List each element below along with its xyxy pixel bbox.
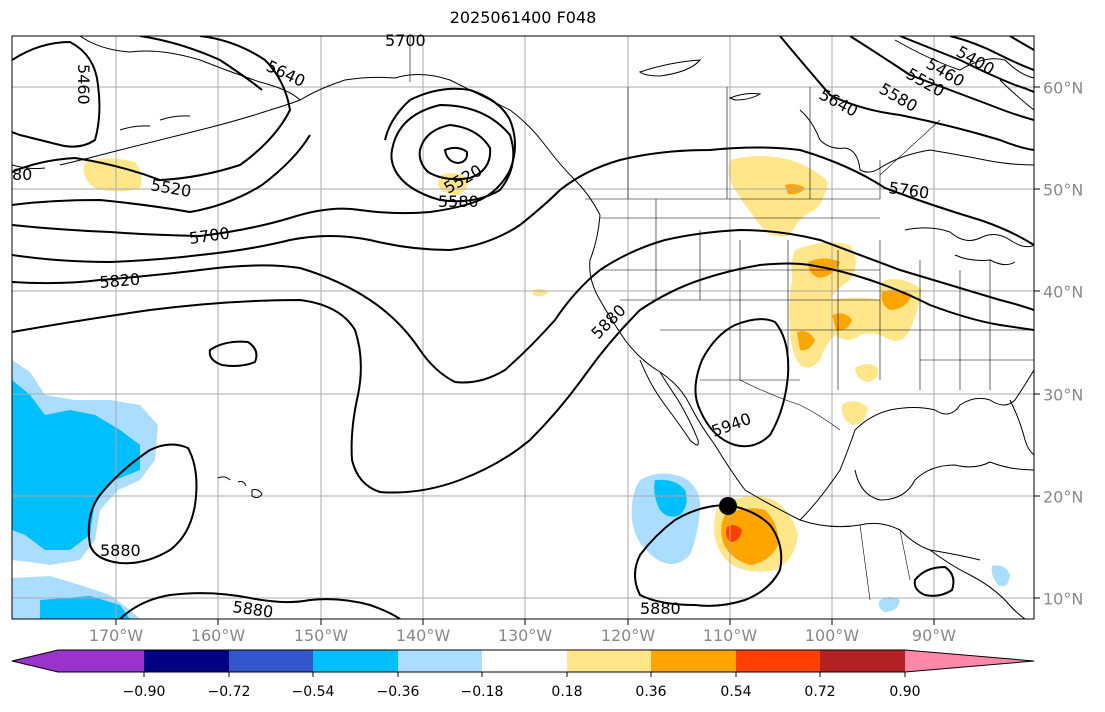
- longitude-label: 90°W: [911, 626, 957, 645]
- colorbar-tick-label: 0.54: [720, 684, 752, 700]
- coastlines: [12, 36, 1034, 619]
- longitude-label: 110°W: [702, 626, 758, 645]
- colorbar-tick-label: 0.72: [804, 684, 836, 700]
- colorbar-extend-high: [905, 650, 1034, 672]
- contour-label: 5820: [99, 270, 141, 292]
- positive-core-pacific-mexico: [721, 508, 779, 565]
- colorbar-segment: [144, 650, 229, 672]
- contour-label: 80: [12, 165, 32, 184]
- longitude-label: 160°W: [190, 626, 246, 645]
- contour-label: 5700: [385, 31, 426, 50]
- positive-area-alaska: [83, 158, 142, 192]
- contour-label: 5880: [100, 541, 141, 560]
- latitude-label: 40°N: [1043, 282, 1084, 302]
- contour-label: 5640: [263, 56, 308, 90]
- longitude-label: 100°W: [804, 626, 860, 645]
- colorbar: [11, 649, 1035, 677]
- colorbar-segment: [482, 650, 567, 672]
- negative-area-centralamerica: [991, 565, 1010, 587]
- colorbar-tick-label: −0.54: [291, 684, 335, 700]
- latitude-label: 60°N: [1043, 78, 1084, 98]
- contour-label: 5700: [188, 223, 231, 247]
- latitude-label: 10°N: [1043, 589, 1084, 609]
- colorbar-tick-label: 0.36: [635, 684, 667, 700]
- storm-marker: [719, 497, 737, 515]
- longitude-label: 120°W: [600, 626, 656, 645]
- positive-area-canada: [728, 156, 828, 237]
- contour-label: 5520: [149, 175, 192, 201]
- contour-label: 5640: [816, 85, 861, 121]
- colorbar-tick-label: −0.72: [207, 684, 251, 700]
- tick-marks: [115, 86, 1040, 625]
- contour-label: 5760: [887, 178, 930, 202]
- colorbar-tick-label: 0.90: [889, 684, 921, 700]
- contour-label: 5940: [709, 409, 754, 441]
- colorbar-segment: [567, 650, 651, 672]
- latitude-label: 30°N: [1043, 385, 1084, 405]
- positive-core-plains-3: [797, 331, 815, 351]
- latitude-label: 20°N: [1043, 487, 1084, 507]
- grid-lines: [12, 36, 1034, 619]
- colorbar-segment: [313, 650, 398, 672]
- positive-area-gulfcoast: [841, 401, 868, 425]
- colorbar-tick-label: −0.36: [376, 684, 420, 700]
- contour-label: 5880: [640, 599, 681, 618]
- contour-label: 5460: [74, 64, 93, 105]
- longitude-label: 130°W: [497, 626, 553, 645]
- negative-area-small: [878, 597, 900, 612]
- contour-label: 5880: [587, 301, 629, 343]
- colorbar-tick-label: −0.18: [460, 684, 504, 700]
- plot-frame: [11, 35, 1035, 620]
- negative-core-west: [12, 380, 140, 550]
- colorbar-tick-label: −0.90: [122, 684, 166, 700]
- latitude-label: 50°N: [1043, 180, 1084, 200]
- colorbar-segment: [229, 650, 313, 672]
- colorbar-segment: [736, 650, 820, 672]
- height-contours: [12, 36, 1034, 619]
- shaded-fields: [12, 156, 1010, 619]
- longitude-label: 140°W: [395, 626, 451, 645]
- colorbar-extend-low: [12, 650, 58, 672]
- colorbar-segment: [651, 650, 736, 672]
- colorbar-segment: [58, 650, 144, 672]
- positive-core-plains-2: [832, 313, 852, 331]
- colorbar-segment: [820, 650, 905, 672]
- contour-label: 5580: [438, 192, 479, 211]
- longitude-label: 150°W: [293, 626, 349, 645]
- map-title: 2025061400 F048: [449, 8, 597, 27]
- negative-core-southwest: [40, 596, 130, 619]
- positive-core-plains-4: [881, 289, 912, 310]
- colorbar-segment: [398, 650, 482, 672]
- longitude-label: 170°W: [88, 626, 144, 645]
- positive-area-texas: [855, 364, 879, 382]
- negative-core-mexico: [654, 479, 687, 517]
- positive-area-small: [533, 289, 548, 297]
- colorbar-tick-label: 0.18: [551, 684, 583, 700]
